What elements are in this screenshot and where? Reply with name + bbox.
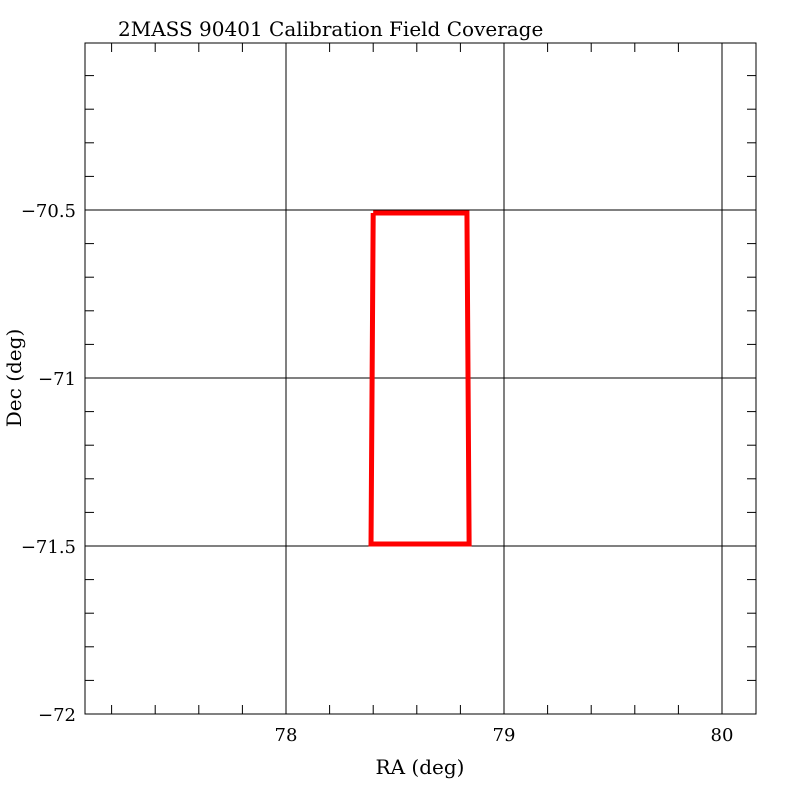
plot-frame [84, 42, 757, 715]
y-tick-label: −72 [38, 705, 76, 726]
y-tick-label: −71.5 [21, 537, 76, 558]
x-tick-label: 78 [275, 725, 298, 746]
grid [85, 43, 756, 714]
x-tick-label: 80 [711, 725, 734, 746]
coverage-outline [368, 210, 472, 547]
ticks [85, 43, 756, 714]
y-tick-label: −70.5 [21, 201, 76, 222]
y-tick-label: −71 [38, 369, 76, 390]
x-tick-label: 79 [493, 725, 516, 746]
chart-title: 2MASS 90401 Calibration Field Coverage [118, 17, 543, 41]
tick-labels: 78 79 80 −70.5 −71 −71.5 −72 [21, 201, 734, 746]
series-layer [368, 210, 472, 547]
x-axis-label: RA (deg) [376, 755, 465, 779]
y-axis-label: Dec (deg) [2, 329, 26, 427]
